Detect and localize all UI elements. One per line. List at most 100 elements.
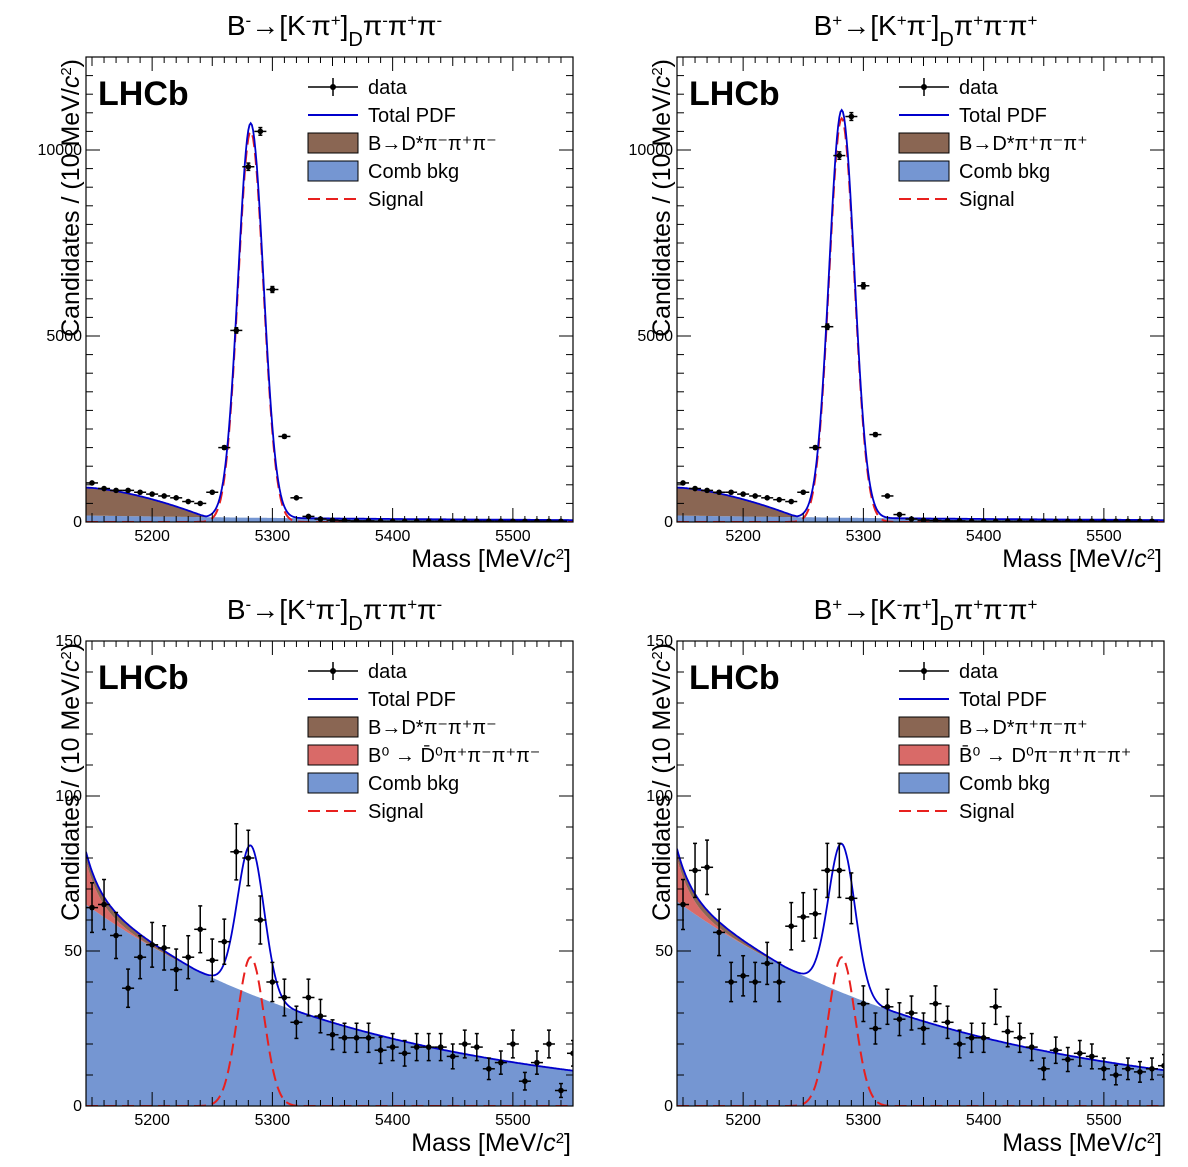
panel-3-data-marker — [413, 1044, 420, 1050]
panel-3-data-point — [470, 1032, 483, 1062]
panel-4-data-point — [1145, 1057, 1158, 1081]
panel-3-data-point — [542, 1029, 555, 1059]
panel-2-x-tick-label: 5400 — [966, 528, 1002, 545]
panel-2: 5200 5300 5400 5500 0 5000 10000 Mass [MeV/c2] C… — [629, 10, 1165, 573]
panel-4-data-marker — [1089, 1053, 1095, 1060]
panel-1-legend-label: Total PDF — [368, 105, 456, 127]
panel-1-legend-label: Comb bkg — [368, 161, 459, 183]
panel-3-data-marker — [534, 1059, 540, 1066]
panel-4-total-pdf-curve — [677, 842, 1164, 1071]
panel-4-data-point — [701, 839, 714, 896]
panel-2-data-marker — [896, 511, 903, 518]
panel-3-data-point — [494, 1050, 507, 1075]
panel-4-frame — [676, 640, 1165, 1107]
panel-1-data-point — [110, 487, 123, 494]
panel-4-legend-label: Comb bkg — [959, 773, 1050, 795]
panel-4-data-marker — [932, 1000, 939, 1007]
panel-4-data-marker — [872, 1025, 879, 1032]
panel-2-data-point — [821, 323, 834, 331]
panel-1-data-marker — [245, 163, 252, 170]
panel-4-data-points — [677, 839, 1164, 1086]
panel-3-data-point — [158, 925, 171, 971]
panel-3-legend-label: B⁰ → D̄⁰π⁺π⁻π⁺π⁻ — [368, 744, 540, 767]
panel-4-data-marker — [992, 1004, 999, 1010]
panel-4-data-point — [881, 988, 894, 1026]
panel-4-plot-area — [677, 839, 1164, 1106]
panel-3-data-marker — [425, 1044, 432, 1050]
panel-1-data-marker — [197, 500, 204, 507]
panel-1-data-point — [206, 489, 219, 496]
panel-3-data-marker — [161, 945, 167, 951]
panel-3-x-tick-label: 5300 — [255, 1112, 291, 1129]
panel-3-data-marker — [125, 985, 131, 991]
panel-4-legend: data Total PDF B→D*π⁺π⁻π⁺ B̄⁰ → D⁰π⁻π⁺π⁻π⁺ C… — [898, 661, 1131, 823]
panel-2-data-marker — [872, 431, 879, 438]
panel-3-data-marker — [209, 957, 216, 964]
panel-1-x-axis-title: Mass [MeV/c2] — [411, 545, 571, 573]
panel-2-data-marker — [740, 491, 746, 497]
panel-3-data-point — [314, 998, 327, 1034]
panel-4-data-marker — [1028, 1044, 1035, 1050]
panel-3-x-axis-title: Mass [MeV/c2] — [411, 1129, 571, 1157]
panel-4-data-marker — [836, 867, 843, 874]
panel-3-data-point — [554, 1082, 567, 1099]
panel-1-data-marker — [269, 286, 276, 293]
panel-4-data-point — [1121, 1057, 1134, 1081]
panel-3-data-marker — [269, 979, 276, 985]
panel-3-data-points — [86, 822, 573, 1099]
panel-4-data-marker — [908, 1010, 915, 1016]
panel-1-data-point — [290, 495, 303, 501]
panel-1-legend-label: Signal — [368, 189, 424, 211]
panel-1-data-marker — [233, 327, 240, 334]
panel-2-legend-label: Total PDF — [959, 105, 1047, 127]
panel-3-data-marker — [510, 1041, 516, 1047]
panel-4-data-marker — [920, 1025, 927, 1032]
panel-3-data-point — [170, 948, 183, 991]
panel-1-data-point — [134, 489, 147, 496]
panel-3-data-point — [218, 918, 231, 966]
panel-4-legend-label: B→D*π⁺π⁻π⁺ — [959, 717, 1088, 739]
panel-1-legend-box-swatch — [307, 160, 359, 182]
panel-1-y-tick-label: 10000 — [38, 142, 83, 159]
panel-2-x-tick-label: 5200 — [725, 528, 761, 545]
panel-2-data-points — [677, 111, 1158, 522]
panel-1-data-marker — [125, 487, 131, 494]
panel-4-legend-label: data — [959, 661, 999, 683]
panel-4-data-marker — [824, 867, 831, 874]
panel-4-data-point — [725, 961, 738, 1003]
panel-4-data-point — [1037, 1057, 1050, 1081]
panel-2-data-marker — [728, 489, 734, 496]
panel-3-b0-bkg-area — [86, 861, 189, 967]
panel-4-legend-box-swatch — [898, 744, 950, 766]
panel-4-data-point — [977, 1022, 990, 1054]
panel-3-data-point — [362, 1022, 375, 1054]
panel-1-data-point — [242, 162, 255, 172]
panel-4-data-marker — [764, 960, 770, 967]
panel-3-data-marker — [293, 1019, 300, 1026]
panel-3-data-marker — [498, 1059, 504, 1066]
panel-4-legend-label: Total PDF — [959, 689, 1047, 711]
panel-4-data-marker — [800, 914, 807, 920]
panel-4: 5200 5300 5400 5500 0 50 100 150 Mass [MeV/c2] Ca… — [646, 594, 1165, 1157]
panel-1-data-points — [86, 126, 567, 522]
panel-3-data-marker — [257, 917, 264, 923]
panel-1-data-point — [218, 444, 231, 451]
panel-2-plot-area — [677, 108, 1164, 522]
panel-4-data-point — [821, 842, 834, 899]
panel-1-x-tick-label: 5400 — [375, 528, 411, 545]
panel-1-data-point — [170, 495, 183, 501]
panel-1-data-point — [122, 487, 135, 494]
panel-1-data-marker — [293, 495, 300, 501]
panel-3-data-point — [146, 921, 159, 968]
panel-4-data-marker — [1149, 1066, 1155, 1072]
panel-4-data-marker — [956, 1041, 963, 1047]
panel-3-y-tick-label: 150 — [55, 633, 82, 650]
panel-1-title: B-→[K-π+]Dπ-π+π- — [227, 10, 442, 51]
panel-1-total-pdf-curve — [86, 121, 573, 521]
panel-4-legend-box-swatch — [898, 716, 950, 738]
panel-4-data-marker — [788, 923, 795, 929]
panel-4-data-marker — [728, 979, 734, 985]
panel-3-data-marker — [149, 942, 155, 948]
panel-1-data-point — [86, 480, 99, 486]
